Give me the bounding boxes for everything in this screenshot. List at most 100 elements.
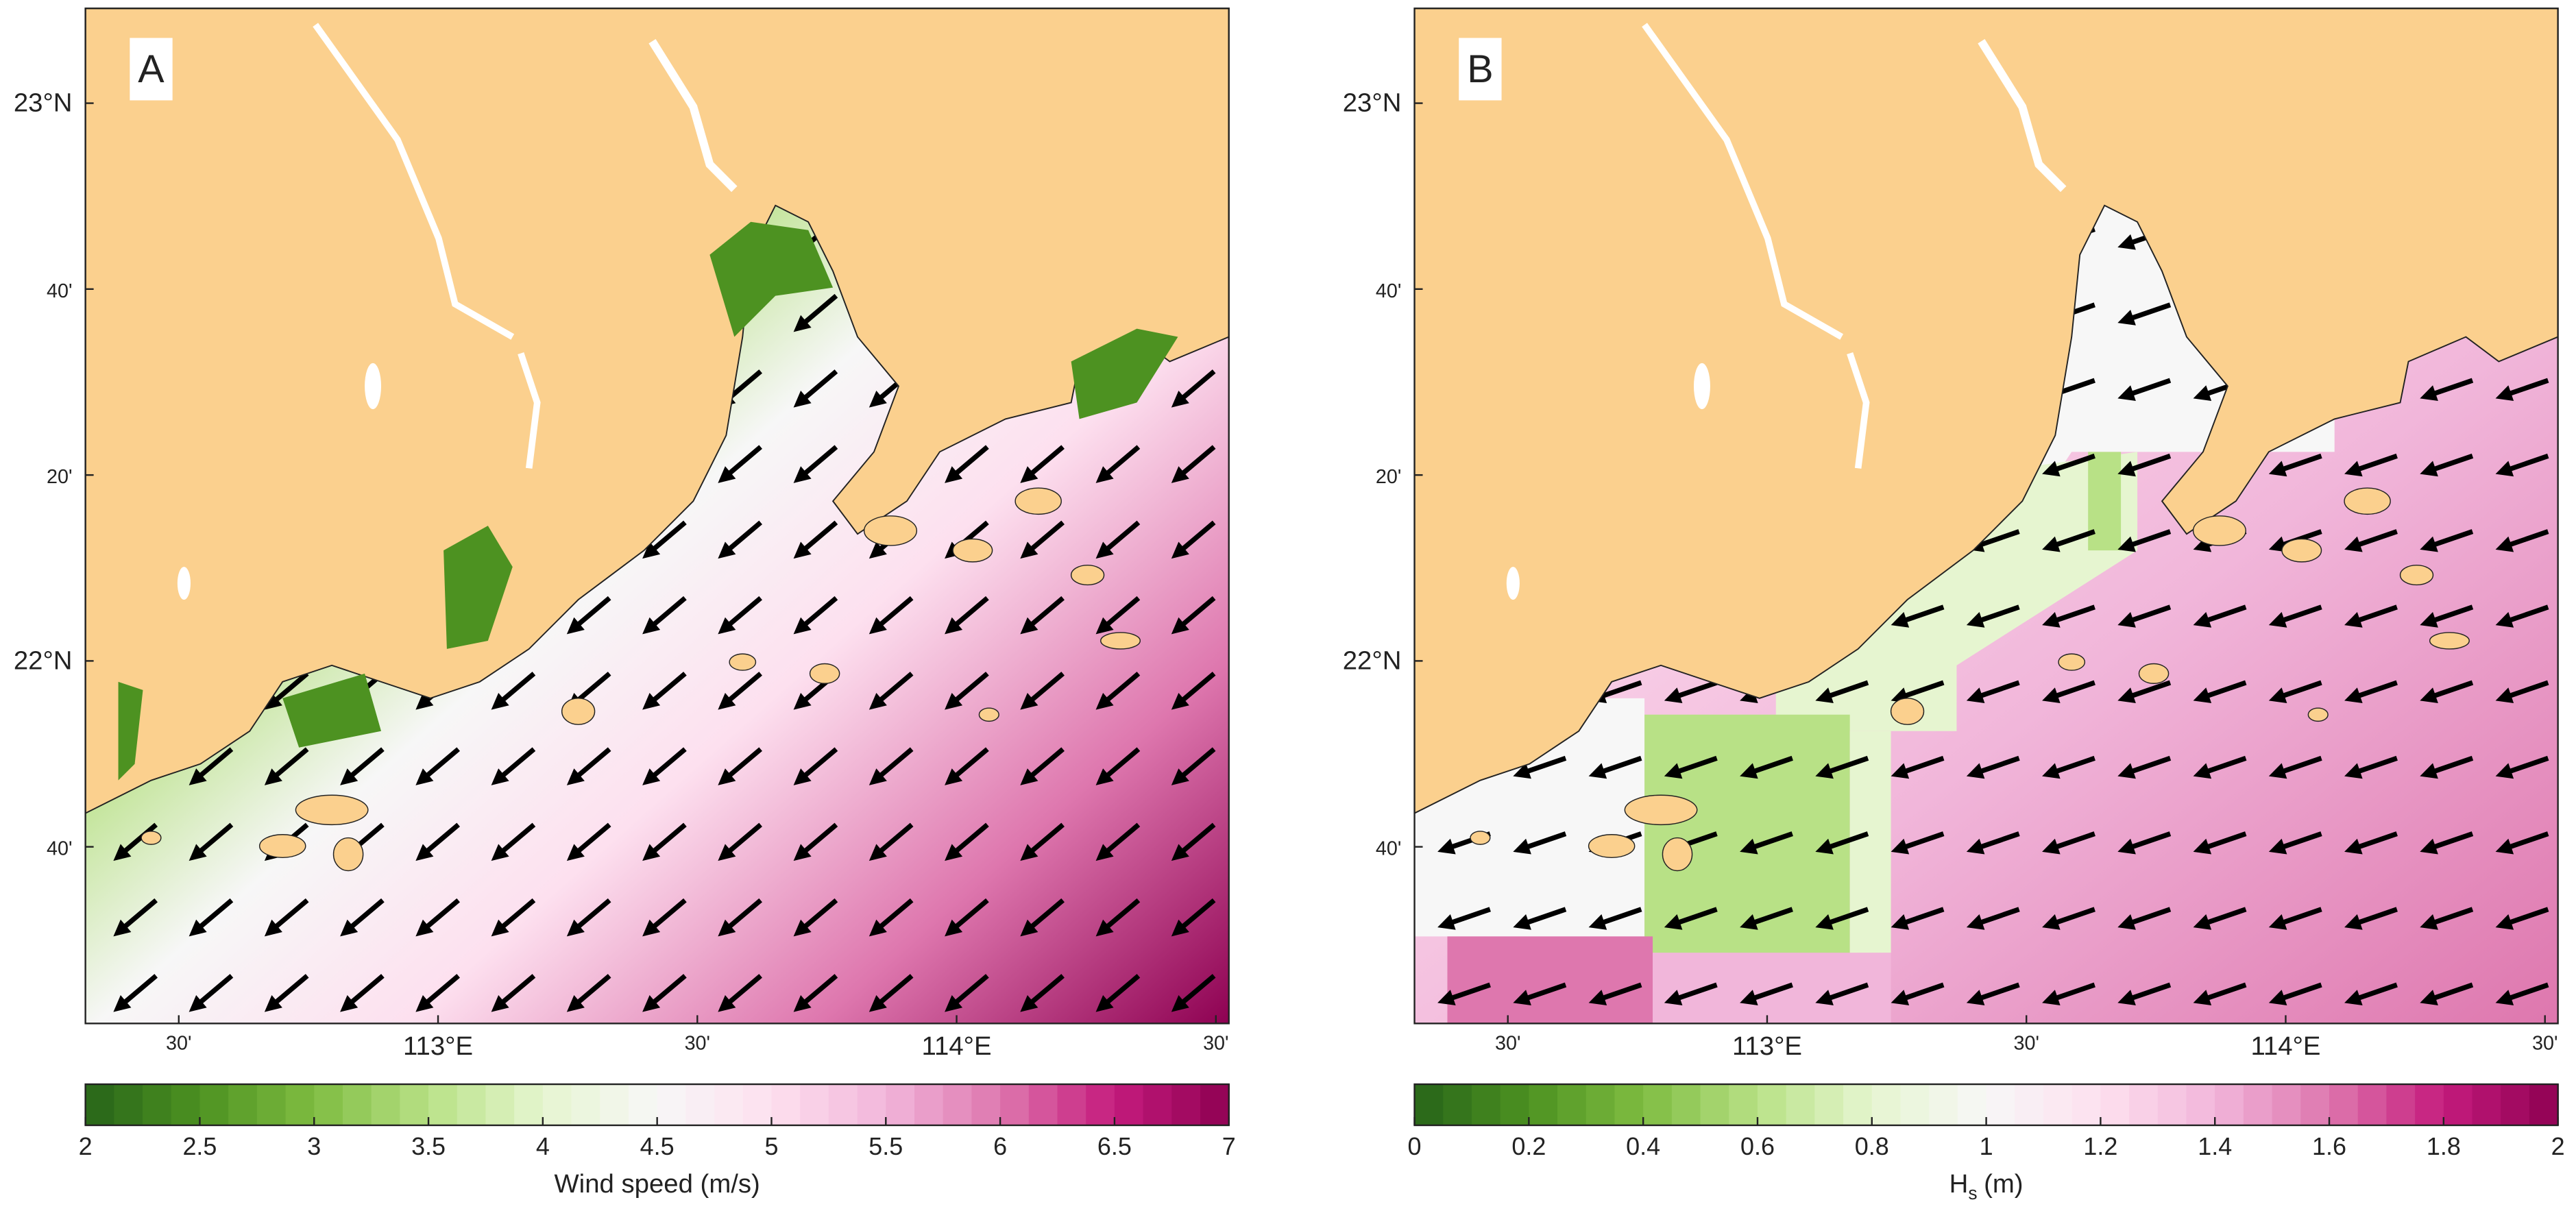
panel-label-box — [1459, 38, 1502, 101]
arrow-shaft — [2126, 604, 2172, 624]
wave-field — [1653, 953, 1891, 1024]
colorbar-swatch — [457, 1084, 487, 1125]
colorbar-swatch — [2243, 1084, 2273, 1125]
colorbar-swatch — [1414, 1084, 1444, 1125]
arrow-shaft — [2126, 302, 2172, 322]
arrow-head — [1664, 687, 1683, 703]
arrow-shaft — [2050, 982, 2095, 1003]
colorbar-swatch — [1957, 1084, 1987, 1125]
arrow-shaft — [950, 898, 989, 932]
arrow-shaft — [2050, 604, 2095, 624]
arrow-shaft — [497, 822, 536, 857]
arrow-shaft — [2428, 755, 2474, 776]
arrow-head — [1891, 763, 1910, 779]
arrow-head — [415, 994, 434, 1012]
arrow-shaft — [2428, 831, 2474, 851]
arrow-shaft — [195, 747, 234, 781]
arrow-head — [793, 768, 812, 785]
arrow-shaft — [195, 898, 234, 932]
arrow-head — [491, 844, 509, 861]
arrow-shaft — [2277, 604, 2322, 624]
arrow-shaft — [1823, 680, 1869, 700]
colorbar-swatch — [114, 1084, 144, 1125]
arrow-head — [1513, 763, 1531, 779]
arrow-shaft — [1899, 680, 1945, 700]
arrow-head — [793, 994, 812, 1012]
arrow-head — [264, 768, 282, 785]
arrow-head — [2420, 914, 2438, 930]
arrow-head — [868, 844, 887, 861]
arrow-shaft — [875, 747, 914, 781]
lon-tick-label: 114°E — [2250, 1031, 2320, 1061]
colorbar-tick-label: 5.5 — [868, 1132, 903, 1160]
arrow-head — [2495, 838, 2514, 855]
wave-field — [1447, 936, 1653, 1024]
arrow-shaft — [497, 672, 536, 706]
arrow-head — [2117, 687, 2136, 703]
arrow-shaft — [724, 596, 762, 630]
arrow-shaft — [2353, 831, 2398, 851]
arrow-head — [945, 919, 963, 937]
arrow-shaft — [572, 974, 611, 1008]
arrow-head — [718, 692, 736, 710]
arrow-head — [868, 919, 887, 937]
panel-label: B — [1467, 47, 1493, 91]
arrow-shaft — [799, 747, 838, 781]
colorbar-swatch — [285, 1084, 315, 1125]
arrow-head — [2117, 838, 2136, 855]
arrow-shaft — [1899, 755, 1945, 776]
arrow-head — [718, 919, 736, 937]
arrow-shaft — [1975, 529, 2020, 549]
colorbar-tick-label: 1.4 — [2198, 1132, 2232, 1160]
colorbar-swatch — [1700, 1084, 1730, 1125]
colorbar-swatch — [1671, 1084, 1701, 1125]
arrow-head — [340, 919, 359, 937]
arrow-head — [264, 692, 282, 710]
arrow-shaft — [2503, 907, 2549, 927]
arrow-shaft — [1975, 831, 2020, 851]
arrow-shaft — [1102, 747, 1141, 781]
arrow-head — [945, 692, 963, 710]
arrow-shaft — [2050, 529, 2095, 549]
arrow-head — [1815, 763, 1834, 779]
arrow-shaft — [2202, 907, 2247, 927]
colorbar-swatch — [256, 1084, 287, 1125]
arrow-head — [945, 994, 963, 1012]
arrow-head — [2344, 838, 2363, 855]
arrow-head — [2420, 687, 2438, 703]
arrow-head — [2344, 612, 2363, 628]
arrow-head — [2495, 990, 2514, 1005]
arrow-head — [1095, 692, 1114, 710]
arrow-head — [415, 844, 434, 861]
colorbar-swatch — [571, 1084, 601, 1125]
arrow-head — [2117, 612, 2136, 628]
arrow-head — [1966, 838, 1985, 855]
arrow-head — [1740, 990, 1758, 1005]
colorbar-swatch — [314, 1084, 344, 1125]
arrow-shaft — [2202, 755, 2247, 776]
arrow-head — [2420, 385, 2438, 401]
arrow-head — [1588, 763, 1607, 779]
colorbar-swatch — [2529, 1084, 2559, 1125]
map-frame — [84, 8, 1230, 1025]
arrow-head — [793, 390, 812, 408]
arrow-head — [2042, 990, 2061, 1005]
colorbar-label-subscript: s — [1968, 1183, 1977, 1203]
arrow-head — [793, 315, 812, 332]
arrow-head — [868, 390, 887, 408]
arrow-head — [2420, 990, 2438, 1005]
arrow-head — [1437, 990, 1456, 1005]
arrow-shaft — [799, 369, 838, 404]
arrow-head — [868, 541, 887, 559]
panel-label: A — [138, 47, 165, 91]
arrow-head — [491, 919, 509, 937]
colorbar-swatch — [1171, 1084, 1202, 1125]
lat-tick-label: 22°N — [1343, 646, 1402, 675]
colorbar: 0 0.2 0.4 0.6 0.8 1 1.2 1.4 1.6 1.8 2 — [1408, 1083, 2565, 1160]
panel-label-box — [130, 38, 173, 101]
arrow-shaft — [1025, 596, 1065, 630]
arrow-shaft — [1446, 907, 1491, 927]
arrow-head — [718, 844, 736, 861]
arrow-shaft — [1597, 907, 1642, 927]
